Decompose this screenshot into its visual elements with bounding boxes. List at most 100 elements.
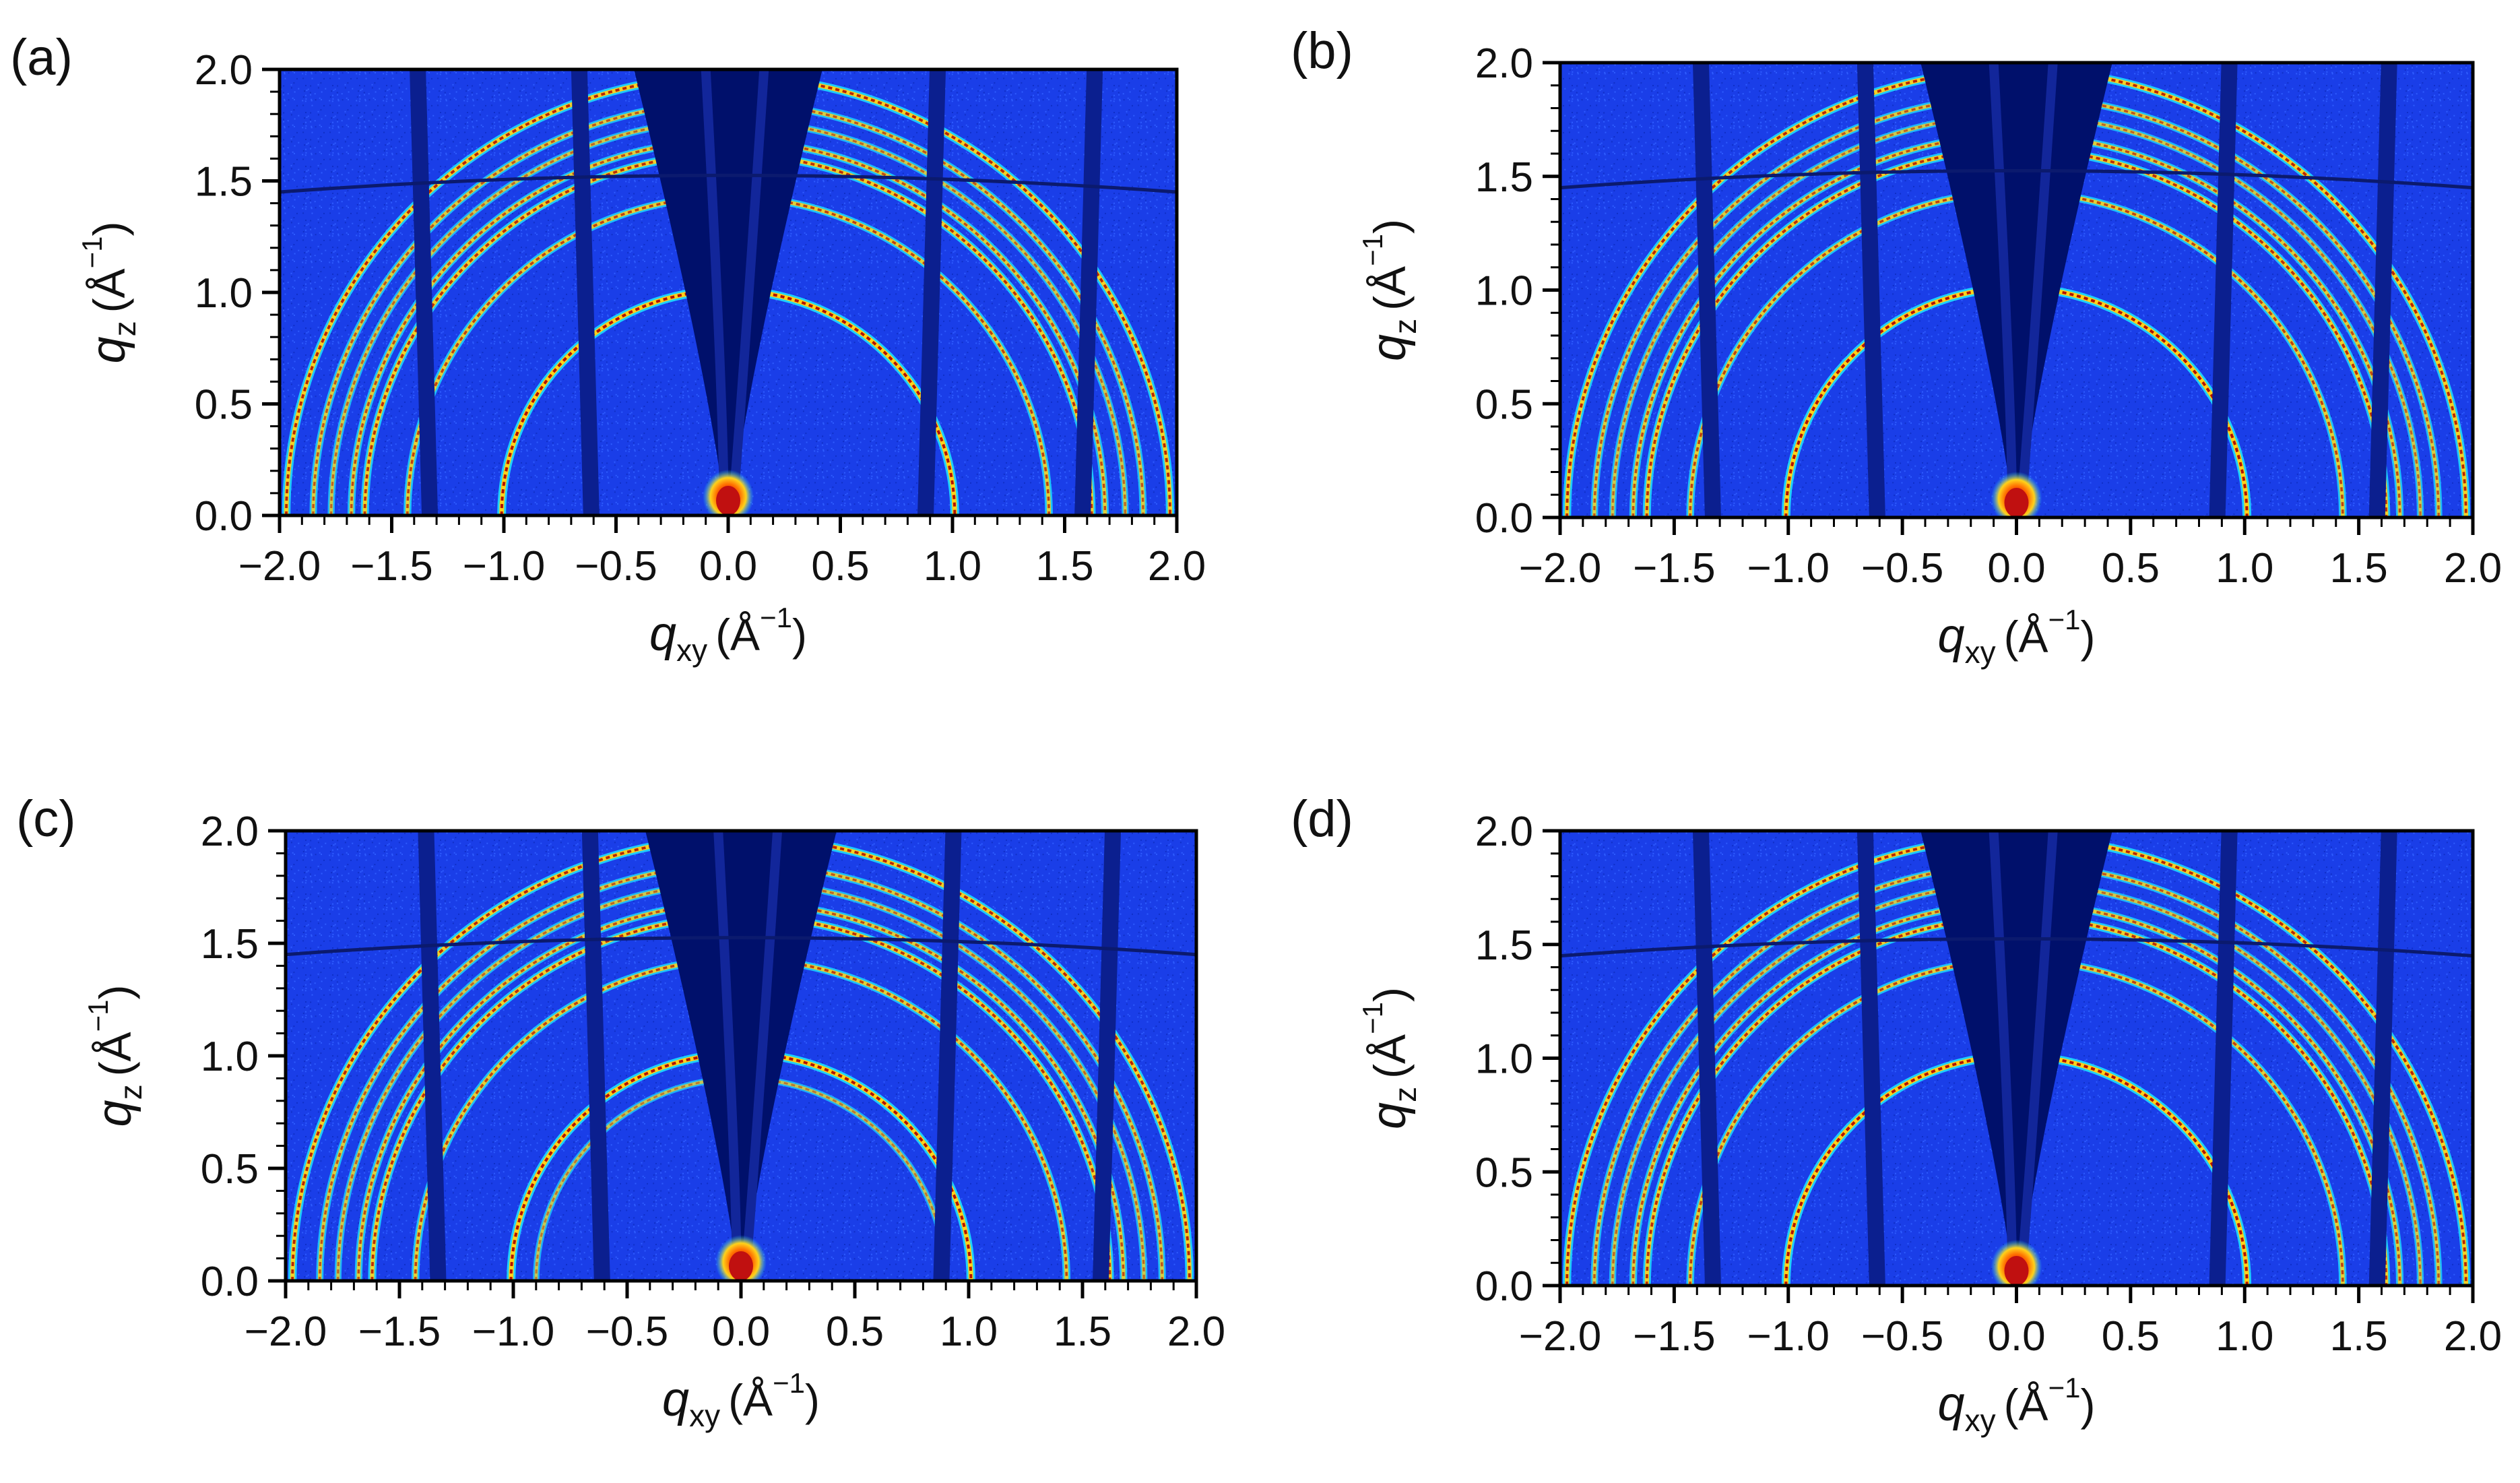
x-tick-label: −0.5 [586, 1308, 668, 1355]
panel-3: −2.0 −1.5 −1.0 −0.5 0.0 0.5 1.0 1.5 2.0 0.0 0.5 1.0… [1291, 790, 2502, 1438]
detector-gap [933, 831, 962, 1281]
y-tick-label: 1.5 [195, 159, 253, 206]
panel-1: −2.0 −1.5 −1.0 −0.5 0.0 0.5 1.0 1.5 2.0 0.0 0.5 1.0… [1291, 22, 2502, 670]
x-tick-label: 0.5 [826, 1308, 884, 1355]
y-tick-label: 2.0 [1475, 40, 1533, 87]
panel-label: (c) [16, 790, 76, 848]
detector-gap [1692, 831, 1721, 1286]
missing-wedge [1920, 63, 2112, 517]
x-tick-label: 0.5 [811, 543, 869, 590]
panel-label: (a) [10, 29, 73, 86]
detector-image [1560, 63, 2473, 517]
missing-wedge [634, 69, 822, 515]
y-tick-label: 0.5 [195, 382, 253, 429]
x-tick-label: −1.5 [358, 1308, 441, 1355]
x-tick-label: 1.5 [2330, 1313, 2388, 1360]
x-tick-label: −2.0 [238, 543, 321, 590]
y-axis: 0.0 0.5 1.0 1.5 2.0 [201, 809, 286, 1305]
x-tick-label: 1.0 [940, 1308, 998, 1355]
y-tick-label: 1.0 [201, 1034, 259, 1080]
x-tick-label: 1.5 [1054, 1308, 1111, 1355]
x-axis: −2.0 −1.5 −1.0 −0.5 0.0 0.5 1.0 1.5 2.0 [1519, 1286, 2502, 1360]
y-tick-label: 0.0 [201, 1259, 259, 1305]
detector-gap [418, 831, 447, 1281]
y-tick-label: 0.0 [1475, 1263, 1533, 1310]
y-tick-label: 2.0 [201, 809, 259, 855]
x-tick-label: 0.0 [699, 543, 757, 590]
detector-image [286, 831, 1196, 1281]
x-tick-label: −0.5 [1861, 1313, 1943, 1360]
y-tick-label: 0.5 [1475, 1149, 1533, 1196]
x-tick-label: 0.5 [2102, 1313, 2160, 1360]
y-tick-label: 1.5 [1475, 154, 1533, 201]
x-tick-label: −2.0 [1519, 1313, 1601, 1360]
x-tick-label: 1.0 [2216, 1313, 2273, 1360]
x-tick-label: 1.5 [1035, 543, 1093, 590]
missing-wedge [1920, 831, 2112, 1286]
detector-gap [581, 831, 610, 1281]
y-tick-label: 1.0 [1475, 1036, 1533, 1083]
x-tick-label: −1.5 [350, 543, 432, 590]
x-tick-label: 2.0 [2444, 545, 2502, 592]
x-axis: −2.0 −1.5 −1.0 −0.5 0.0 0.5 1.0 1.5 2.0 [1519, 517, 2502, 592]
x-tick-label: 0.0 [1987, 1313, 2045, 1360]
missing-wedge [645, 831, 837, 1281]
detector-gap [2209, 831, 2238, 1286]
x-tick-label: 1.5 [2330, 545, 2388, 592]
detector-gap [917, 69, 946, 515]
x-axis: −2.0 −1.5 −1.0 −0.5 0.0 0.5 1.0 1.5 2.0 [238, 515, 1206, 590]
y-tick-label: 1.5 [201, 921, 259, 968]
x-tick-label: 2.0 [2444, 1313, 2502, 1360]
x-tick-label: −1.0 [463, 543, 545, 590]
x-axis-label: qxy (Å−1) [1938, 604, 2096, 670]
y-axis-label: qz(Å−1) [82, 985, 148, 1127]
x-axis-label: qxy (Å−1) [1938, 1372, 2096, 1438]
y-tick-label: 2.0 [1475, 809, 1533, 855]
x-tick-label: 0.0 [1987, 545, 2045, 592]
x-tick-label: −0.5 [1861, 545, 1943, 592]
y-axis: 0.0 0.5 1.0 1.5 2.0 [1475, 809, 1560, 1310]
y-tick-label: 1.5 [1475, 922, 1533, 969]
y-axis-label: qz(Å−1) [1357, 987, 1423, 1129]
x-tick-label: 0.0 [712, 1308, 770, 1355]
x-tick-label: −0.5 [575, 543, 657, 590]
detector-gap [410, 69, 439, 515]
x-tick-label: 2.0 [1148, 543, 1206, 590]
y-tick-label: 2.0 [195, 47, 253, 94]
y-axis-label: qz(Å−1) [76, 222, 142, 364]
detector-gap [1093, 831, 1122, 1281]
panel-label: (b) [1291, 22, 1353, 80]
detector-gap [1856, 63, 1885, 517]
detector-image [1560, 831, 2473, 1286]
x-axis-label: qxy (Å−1) [649, 602, 807, 668]
y-tick-label: 0.0 [1475, 495, 1533, 542]
detector-gap [1856, 831, 1885, 1286]
x-axis-label: qxy (Å−1) [662, 1367, 820, 1433]
y-tick-label: 0.5 [201, 1146, 259, 1193]
y-axis-label: qz(Å−1) [1357, 219, 1423, 361]
detector-image [280, 69, 1177, 515]
x-tick-label: 1.0 [2216, 545, 2273, 592]
y-tick-label: 1.0 [195, 270, 253, 317]
x-tick-label: 1.0 [924, 543, 981, 590]
y-axis: 0.0 0.5 1.0 1.5 2.0 [1475, 40, 1560, 542]
module-seam [1560, 937, 2473, 958]
x-tick-label: −1.0 [472, 1308, 554, 1355]
module-seam [280, 173, 1177, 194]
module-seam [286, 936, 1196, 957]
x-tick-label: −1.0 [1747, 1313, 1830, 1360]
detector-gap [2368, 63, 2397, 517]
detector-gap [1074, 69, 1103, 515]
detector-gap [1692, 63, 1721, 517]
y-tick-label: 0.0 [195, 493, 253, 540]
detector-gap [2368, 831, 2397, 1286]
x-tick-label: 0.5 [2102, 545, 2160, 592]
y-tick-label: 1.0 [1475, 268, 1533, 315]
detector-gap [571, 69, 600, 515]
x-axis: −2.0 −1.5 −1.0 −0.5 0.0 0.5 1.0 1.5 2.0 [245, 1281, 1225, 1355]
x-tick-label: −2.0 [1519, 545, 1601, 592]
x-tick-label: −2.0 [245, 1308, 327, 1355]
x-tick-label: 2.0 [1167, 1308, 1225, 1355]
y-axis: 0.0 0.5 1.0 1.5 2.0 [195, 47, 280, 540]
x-tick-label: −1.0 [1747, 545, 1830, 592]
